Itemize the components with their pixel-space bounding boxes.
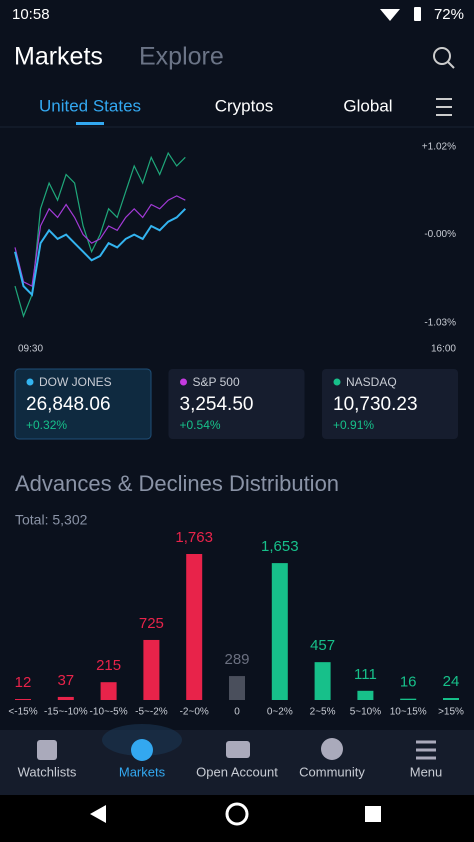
region-tab[interactable]: Cryptos [215, 96, 274, 115]
bar-title: Advances & Declines Distribution [15, 471, 339, 496]
nav-icon [321, 738, 343, 760]
tab-underline [76, 122, 104, 125]
index-card[interactable] [14, 368, 152, 440]
bar-value-label: 111 [354, 666, 377, 683]
bar-category-label: 0~2% [267, 707, 293, 718]
back-button[interactable] [90, 805, 106, 823]
index-value: 26,848.06 [26, 394, 111, 415]
bar-value-label: 289 [224, 651, 249, 668]
bar [143, 639, 160, 700]
bar [186, 554, 203, 700]
bar-value-label: 1,763 [175, 529, 213, 546]
bar-category-label: <-15% [8, 707, 37, 718]
index-dot [333, 378, 341, 386]
bar-subtitle: Total: 5,302 [15, 512, 88, 528]
nav-label[interactable]: Watchlists [18, 764, 77, 779]
bar-category-label: -5~-2% [135, 707, 168, 718]
index-dot [180, 378, 187, 386]
status-battery: 72% [434, 6, 464, 23]
bar-category-label: 5~10% [350, 707, 382, 718]
series-line [14, 195, 186, 288]
bar-category-label: >15% [438, 707, 464, 718]
index-change: +0.32% [26, 418, 67, 432]
y-tick-label: +1.02% [422, 142, 456, 153]
region-tab[interactable]: United States [39, 96, 141, 115]
nav-icon [37, 740, 57, 760]
bar-value-label: 24 [443, 673, 460, 690]
index-name: S&P 500 [193, 375, 240, 389]
y-tick-label: -1.03% [424, 318, 456, 329]
system-nav [0, 795, 474, 842]
battery-icon [414, 7, 421, 21]
bar-value-label: 12 [15, 674, 32, 691]
bar-category-label: -10~-5% [90, 707, 128, 718]
bar-value-label: 1,653 [261, 538, 299, 555]
bar [229, 676, 245, 700]
nav-label[interactable]: Open Account [196, 764, 278, 779]
bar-value-label: 16 [400, 674, 417, 691]
status-time: 10:58 [12, 6, 50, 23]
index-cards: DOW JONES 26,848.06 +0.32% S&P 500 3,254.50 +… [14, 368, 458, 440]
y-tick-label: -0.00% [424, 229, 456, 240]
bar [314, 662, 331, 700]
search-handle [447, 61, 455, 69]
bar [57, 696, 74, 700]
series-line [14, 208, 187, 297]
series-line [14, 151, 186, 318]
bar [357, 690, 374, 700]
bar-value-label: 37 [57, 672, 74, 689]
region-tab[interactable]: Global [343, 96, 392, 115]
index-card[interactable] [322, 369, 458, 439]
nav-icon [226, 741, 250, 758]
index-value: 10,730.23 [333, 394, 418, 415]
tab-markets[interactable]: Markets [14, 43, 103, 71]
bar-category-label: 2~5% [310, 707, 336, 718]
bar-chart: 12 <-15% 37 -15~-10% 215 -10~-5% 725 -5~-2% 1,76… [8, 529, 464, 718]
bar-category-label: 10~15% [390, 707, 427, 718]
bar-value-label: 725 [139, 615, 164, 632]
bar-category-label: 0 [234, 707, 240, 718]
nav-icon [416, 740, 436, 760]
bar [271, 563, 288, 700]
index-change: +0.91% [333, 418, 374, 432]
index-value: 3,254.50 [180, 394, 254, 415]
bar [443, 698, 459, 700]
index-change: +0.54% [180, 418, 221, 432]
index-name: DOW JONES [39, 375, 112, 389]
bar [400, 698, 417, 700]
bar [100, 682, 117, 700]
line-chart: +1.02% -0.00% -1.03% 09:30 16:00 [14, 142, 456, 355]
wifi-icon [380, 9, 400, 21]
x-tick-label: 16:00 [431, 344, 456, 355]
bar-value-label: 457 [310, 637, 335, 654]
index-card[interactable] [168, 369, 305, 439]
menu-icon[interactable] [436, 98, 452, 116]
bar-category-label: -15~-10% [44, 707, 88, 718]
home-button[interactable] [225, 802, 249, 826]
nav-label[interactable]: Menu [410, 764, 443, 779]
bar [15, 699, 31, 700]
nav-labels: Watchlists Markets Open Account Community Me… [18, 764, 443, 779]
bottom-nav [0, 730, 474, 795]
nav-label[interactable]: Community [299, 764, 365, 779]
bar-value-label: 215 [96, 657, 121, 674]
bar-category-label: -2~0% [180, 707, 209, 718]
nav-label[interactable]: Markets [119, 764, 166, 779]
index-name: NASDAQ [346, 375, 397, 389]
x-tick-label: 09:30 [18, 344, 43, 355]
recents-button[interactable] [365, 806, 381, 822]
index-dot [26, 378, 34, 386]
search-icon[interactable] [433, 47, 451, 65]
tab-explore[interactable]: Explore [139, 43, 224, 71]
nav-icon [131, 739, 153, 761]
